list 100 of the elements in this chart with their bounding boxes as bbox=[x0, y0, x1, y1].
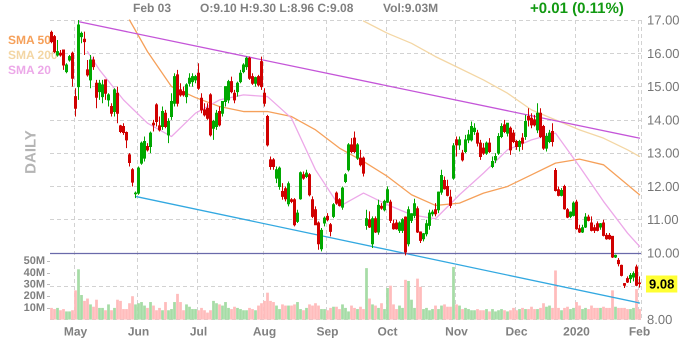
bar bbox=[587, 309, 590, 320]
candlestick bbox=[194, 74, 197, 84]
bar bbox=[581, 309, 584, 320]
bar bbox=[509, 310, 512, 320]
bar bbox=[167, 310, 170, 320]
bar bbox=[245, 310, 248, 320]
candlestick bbox=[404, 216, 407, 256]
bar bbox=[158, 308, 161, 320]
candlestick bbox=[485, 141, 488, 156]
candlestick bbox=[575, 199, 578, 230]
x-tick-label: Jun bbox=[128, 324, 150, 339]
x-tick-label: Feb bbox=[628, 324, 650, 339]
line-series bbox=[86, 50, 640, 248]
y2-tick-label: 50M bbox=[24, 255, 45, 268]
candlestick bbox=[191, 72, 194, 88]
text: Feb 03 bbox=[133, 1, 172, 15]
bar bbox=[347, 311, 350, 320]
bar bbox=[317, 306, 320, 320]
bar bbox=[437, 309, 440, 320]
bar bbox=[131, 296, 134, 320]
bar bbox=[353, 308, 356, 320]
x-tick-label: May bbox=[64, 324, 88, 339]
bar bbox=[488, 311, 491, 320]
bar bbox=[560, 310, 563, 320]
bar bbox=[611, 290, 614, 320]
candlestick bbox=[245, 56, 248, 70]
bar bbox=[233, 306, 236, 320]
bar bbox=[554, 270, 557, 320]
bar bbox=[452, 266, 455, 320]
candlestick bbox=[176, 69, 179, 108]
candlestick bbox=[155, 102, 158, 128]
candlestick bbox=[98, 79, 101, 100]
candlestick bbox=[200, 92, 203, 114]
bar bbox=[248, 308, 251, 320]
candlestick bbox=[323, 216, 326, 227]
candlestick bbox=[488, 138, 491, 154]
bar bbox=[443, 304, 446, 320]
candlestick bbox=[161, 106, 164, 130]
candlestick bbox=[302, 170, 305, 180]
bar bbox=[632, 308, 635, 320]
candlestick bbox=[86, 59, 89, 78]
candlestick bbox=[269, 156, 272, 170]
candlestick bbox=[218, 106, 221, 128]
bar bbox=[566, 306, 569, 320]
candlestick bbox=[167, 118, 170, 144]
bar bbox=[368, 298, 371, 320]
bar bbox=[473, 310, 476, 320]
x-tick-label: 2020 bbox=[563, 324, 590, 339]
text: +0.01 (0.11%) bbox=[530, 0, 624, 17]
candlestick bbox=[458, 136, 461, 150]
bar bbox=[86, 298, 89, 320]
candlestick bbox=[590, 216, 593, 232]
candlestick bbox=[632, 270, 635, 282]
candlestick bbox=[611, 236, 614, 259]
candlestick bbox=[623, 282, 626, 288]
bar bbox=[599, 308, 602, 320]
candlestick bbox=[110, 102, 113, 118]
candlestick bbox=[227, 79, 230, 104]
y2-tick-label: 30M bbox=[24, 278, 45, 290]
bar bbox=[275, 306, 278, 320]
bar bbox=[338, 309, 341, 320]
bar bbox=[491, 309, 494, 320]
candlestick bbox=[287, 180, 290, 207]
bar bbox=[185, 304, 188, 320]
text: 9.08 bbox=[649, 276, 674, 292]
candlestick bbox=[572, 200, 575, 217]
candlestick bbox=[164, 109, 167, 129]
x-tick-label: Jul bbox=[190, 324, 208, 339]
text: DAILY bbox=[22, 130, 40, 174]
bar bbox=[101, 308, 104, 320]
candlestick bbox=[347, 142, 350, 172]
candlestick bbox=[68, 54, 71, 62]
x-tick-label: Nov bbox=[445, 324, 468, 339]
candlestick bbox=[470, 121, 473, 142]
candlestick bbox=[128, 152, 131, 167]
bar bbox=[569, 309, 572, 320]
bar bbox=[221, 306, 224, 320]
y2-tick-label: 40M bbox=[24, 266, 45, 279]
candlestick bbox=[344, 172, 347, 184]
candlestick bbox=[434, 202, 437, 217]
bar bbox=[416, 278, 419, 320]
bar bbox=[527, 309, 530, 320]
candlestick bbox=[89, 54, 92, 89]
y-tick-label: 10.00 bbox=[647, 246, 680, 261]
bar bbox=[230, 309, 233, 320]
candlestick bbox=[278, 166, 281, 190]
bar bbox=[323, 309, 326, 320]
bar bbox=[524, 309, 527, 320]
bar bbox=[95, 300, 98, 320]
bar bbox=[281, 304, 284, 320]
bar bbox=[83, 300, 86, 320]
bar bbox=[404, 280, 407, 320]
bar bbox=[152, 306, 155, 320]
candlestick bbox=[551, 122, 554, 147]
candlestick bbox=[371, 216, 374, 249]
bar bbox=[386, 288, 389, 320]
candlestick bbox=[413, 198, 416, 219]
y-tick-label: 13.00 bbox=[647, 146, 680, 161]
candlestick bbox=[137, 166, 140, 196]
bar bbox=[407, 280, 410, 320]
